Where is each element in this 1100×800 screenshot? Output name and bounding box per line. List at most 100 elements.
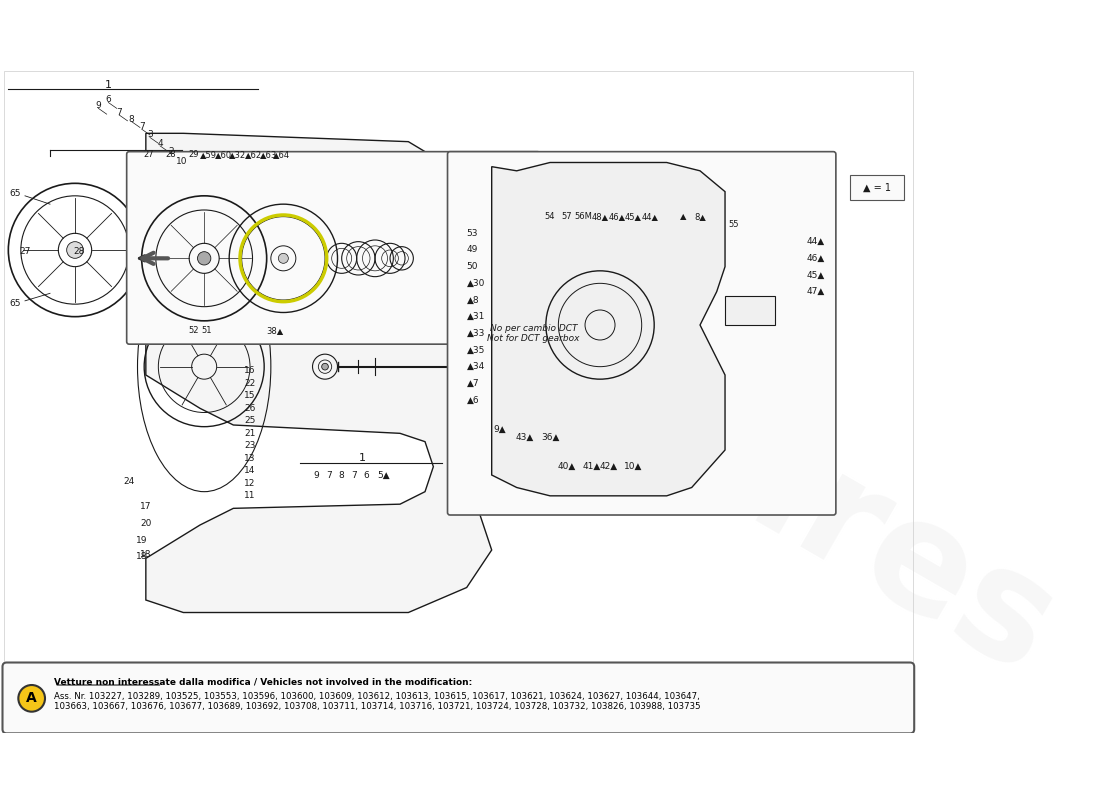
FancyBboxPatch shape <box>126 152 540 344</box>
Text: 55: 55 <box>728 221 738 230</box>
Text: 65: 65 <box>9 189 21 198</box>
Text: 13: 13 <box>244 454 256 463</box>
Text: 38▲: 38▲ <box>266 326 284 335</box>
Text: 25: 25 <box>244 416 255 426</box>
Text: ▲32: ▲32 <box>229 150 246 158</box>
Text: ▲60: ▲60 <box>214 150 232 158</box>
Text: 45▲: 45▲ <box>806 270 825 279</box>
Text: 46▲: 46▲ <box>806 254 825 263</box>
Text: 6: 6 <box>106 95 111 105</box>
Text: eurospares: eurospares <box>169 94 1080 706</box>
Text: 44▲: 44▲ <box>641 212 659 221</box>
Text: Vetture non interessate dalla modifica / Vehicles not involved in the modificati: Vetture non interessate dalla modifica /… <box>54 677 472 686</box>
Circle shape <box>321 363 328 370</box>
Text: 47▲: 47▲ <box>806 287 825 296</box>
Text: 43▲: 43▲ <box>516 433 535 442</box>
Text: 10▲: 10▲ <box>624 462 642 471</box>
Text: ▲63: ▲63 <box>260 150 277 158</box>
Text: 21: 21 <box>244 429 255 438</box>
Text: 42▲: 42▲ <box>600 462 617 471</box>
Text: 50: 50 <box>466 262 478 271</box>
Text: 8▲: 8▲ <box>694 212 706 221</box>
Text: ▲ = 1: ▲ = 1 <box>862 182 891 193</box>
Text: 65: 65 <box>9 299 21 308</box>
Polygon shape <box>146 134 492 613</box>
Text: 8: 8 <box>129 114 134 124</box>
Text: 48▲: 48▲ <box>592 212 608 221</box>
FancyBboxPatch shape <box>2 662 914 734</box>
Text: 28: 28 <box>165 150 176 158</box>
Text: A: A <box>26 691 37 706</box>
Text: 28: 28 <box>74 247 85 256</box>
Text: ▲64: ▲64 <box>273 150 290 158</box>
Text: 17: 17 <box>140 502 152 511</box>
Text: 11: 11 <box>244 491 256 500</box>
Text: ▲6: ▲6 <box>466 395 480 405</box>
Text: 4: 4 <box>157 139 163 148</box>
Text: ▲35: ▲35 <box>466 346 485 354</box>
Text: 19: 19 <box>136 535 147 545</box>
Text: 3: 3 <box>147 130 153 139</box>
Text: 12: 12 <box>244 479 255 488</box>
Text: 51: 51 <box>201 326 212 335</box>
Text: ▲: ▲ <box>680 212 686 221</box>
Circle shape <box>67 242 84 258</box>
Text: 41▲: 41▲ <box>583 462 601 471</box>
Text: ▲62: ▲62 <box>245 150 262 158</box>
Text: 9: 9 <box>96 102 101 110</box>
Text: 44▲: 44▲ <box>807 237 825 246</box>
Text: 8: 8 <box>339 470 344 479</box>
Text: 54: 54 <box>544 212 556 221</box>
Text: 1: 1 <box>359 454 366 463</box>
Text: 20: 20 <box>140 519 152 528</box>
Text: 49: 49 <box>466 246 478 254</box>
Text: 10: 10 <box>176 157 187 166</box>
Text: 6: 6 <box>364 470 370 479</box>
Text: 15: 15 <box>244 391 256 400</box>
Text: ▲7: ▲7 <box>466 379 480 388</box>
Text: 27: 27 <box>20 247 31 256</box>
Text: Ass. Nr. 103227, 103289, 103525, 103553, 103596, 103600, 103609, 103612, 103613,: Ass. Nr. 103227, 103289, 103525, 103553,… <box>54 692 701 711</box>
Text: 14: 14 <box>244 466 255 475</box>
Text: 27: 27 <box>143 150 154 158</box>
Text: ▲31: ▲31 <box>466 312 485 321</box>
Text: 5▲: 5▲ <box>377 470 389 479</box>
Circle shape <box>278 254 288 263</box>
Text: ▲34: ▲34 <box>466 362 485 371</box>
Text: 23: 23 <box>244 442 255 450</box>
Text: 7: 7 <box>351 470 358 479</box>
Text: 18: 18 <box>140 550 152 558</box>
Text: 7: 7 <box>117 108 122 117</box>
Text: 26: 26 <box>244 404 255 413</box>
Polygon shape <box>492 162 725 496</box>
Bar <box>850 175 904 200</box>
Text: 57: 57 <box>561 212 572 221</box>
Text: ▲8: ▲8 <box>466 295 480 305</box>
Text: 56M: 56M <box>574 212 592 221</box>
Text: 36▲: 36▲ <box>541 433 559 442</box>
Text: No per cambio DCT
Not for DCT gearbox: No per cambio DCT Not for DCT gearbox <box>487 324 580 343</box>
FancyArrowPatch shape <box>142 253 168 264</box>
Text: 52: 52 <box>188 326 199 335</box>
Text: 9: 9 <box>314 470 320 479</box>
Text: ▲59: ▲59 <box>200 150 217 158</box>
Text: 2: 2 <box>168 147 174 156</box>
Circle shape <box>19 685 45 712</box>
Text: 24: 24 <box>123 477 135 486</box>
Text: 46▲: 46▲ <box>608 212 625 221</box>
Text: 22: 22 <box>244 379 255 388</box>
Text: 7: 7 <box>139 122 144 131</box>
Text: 40▲: 40▲ <box>558 462 575 471</box>
Text: 1: 1 <box>104 80 112 90</box>
Circle shape <box>198 252 211 265</box>
Bar <box>725 296 775 325</box>
Text: 45▲: 45▲ <box>625 212 642 221</box>
Text: 7: 7 <box>327 470 332 479</box>
Text: 29: 29 <box>188 150 199 158</box>
Text: 53: 53 <box>466 229 478 238</box>
Text: 9▲: 9▲ <box>494 425 506 434</box>
Text: ▲33: ▲33 <box>466 329 485 338</box>
FancyBboxPatch shape <box>448 152 836 515</box>
Text: ▲30: ▲30 <box>466 279 485 288</box>
Text: 16: 16 <box>244 366 256 375</box>
